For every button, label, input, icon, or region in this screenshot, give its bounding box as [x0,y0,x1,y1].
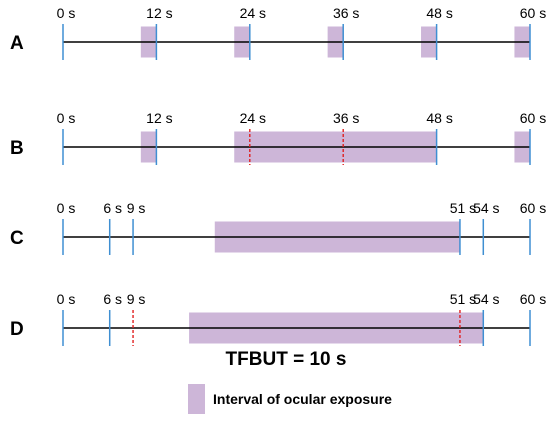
dashed-tick-label-b-24: 24 s [240,110,266,126]
tick-label-c-54: 54 s [473,200,499,216]
tfbut-title: TFBUT = 10 s [226,349,347,370]
legend-swatch [188,384,205,414]
tick-label-c-51: 51 s [450,200,476,216]
row-label-b: B [10,138,24,159]
tick-label-c-6: 6 s [103,200,122,216]
row-label-c: C [10,228,24,249]
timeline-rows: A 0 s 12 s 24 s 36 s 48 s 60 s B 0 s 12 s 48 s 60 s… [10,5,546,346]
legend: Interval of ocular exposure [188,384,392,414]
dashed-tick-label-d-9: 9 s [127,291,146,307]
row-label-a: A [10,33,24,54]
tick-label-a-48: 48 s [426,5,452,21]
tick-label-c-60: 60 s [520,200,546,216]
tick-label-d-0: 0 s [57,291,76,307]
tick-label-b-0: 0 s [57,110,76,126]
tick-label-b-12: 12 s [146,110,172,126]
tick-label-a-0: 0 s [57,5,76,21]
tick-label-a-60: 60 s [520,5,546,21]
tick-label-a-24: 24 s [240,5,266,21]
dashed-tick-label-d-51: 51 s [450,291,476,307]
dashed-tick-label-b-36: 36 s [333,110,359,126]
tick-label-a-12: 12 s [146,5,172,21]
tick-label-d-6: 6 s [103,291,122,307]
tick-label-a-36: 36 s [333,5,359,21]
tick-label-b-60: 60 s [520,110,546,126]
tick-label-c-0: 0 s [57,200,76,216]
tick-label-c-9: 9 s [127,200,146,216]
tick-label-b-48: 48 s [426,110,452,126]
tick-label-d-60: 60 s [520,291,546,307]
row-label-d: D [10,319,24,340]
tick-label-d-54: 54 s [473,291,499,307]
legend-label: Interval of ocular exposure [213,391,392,407]
